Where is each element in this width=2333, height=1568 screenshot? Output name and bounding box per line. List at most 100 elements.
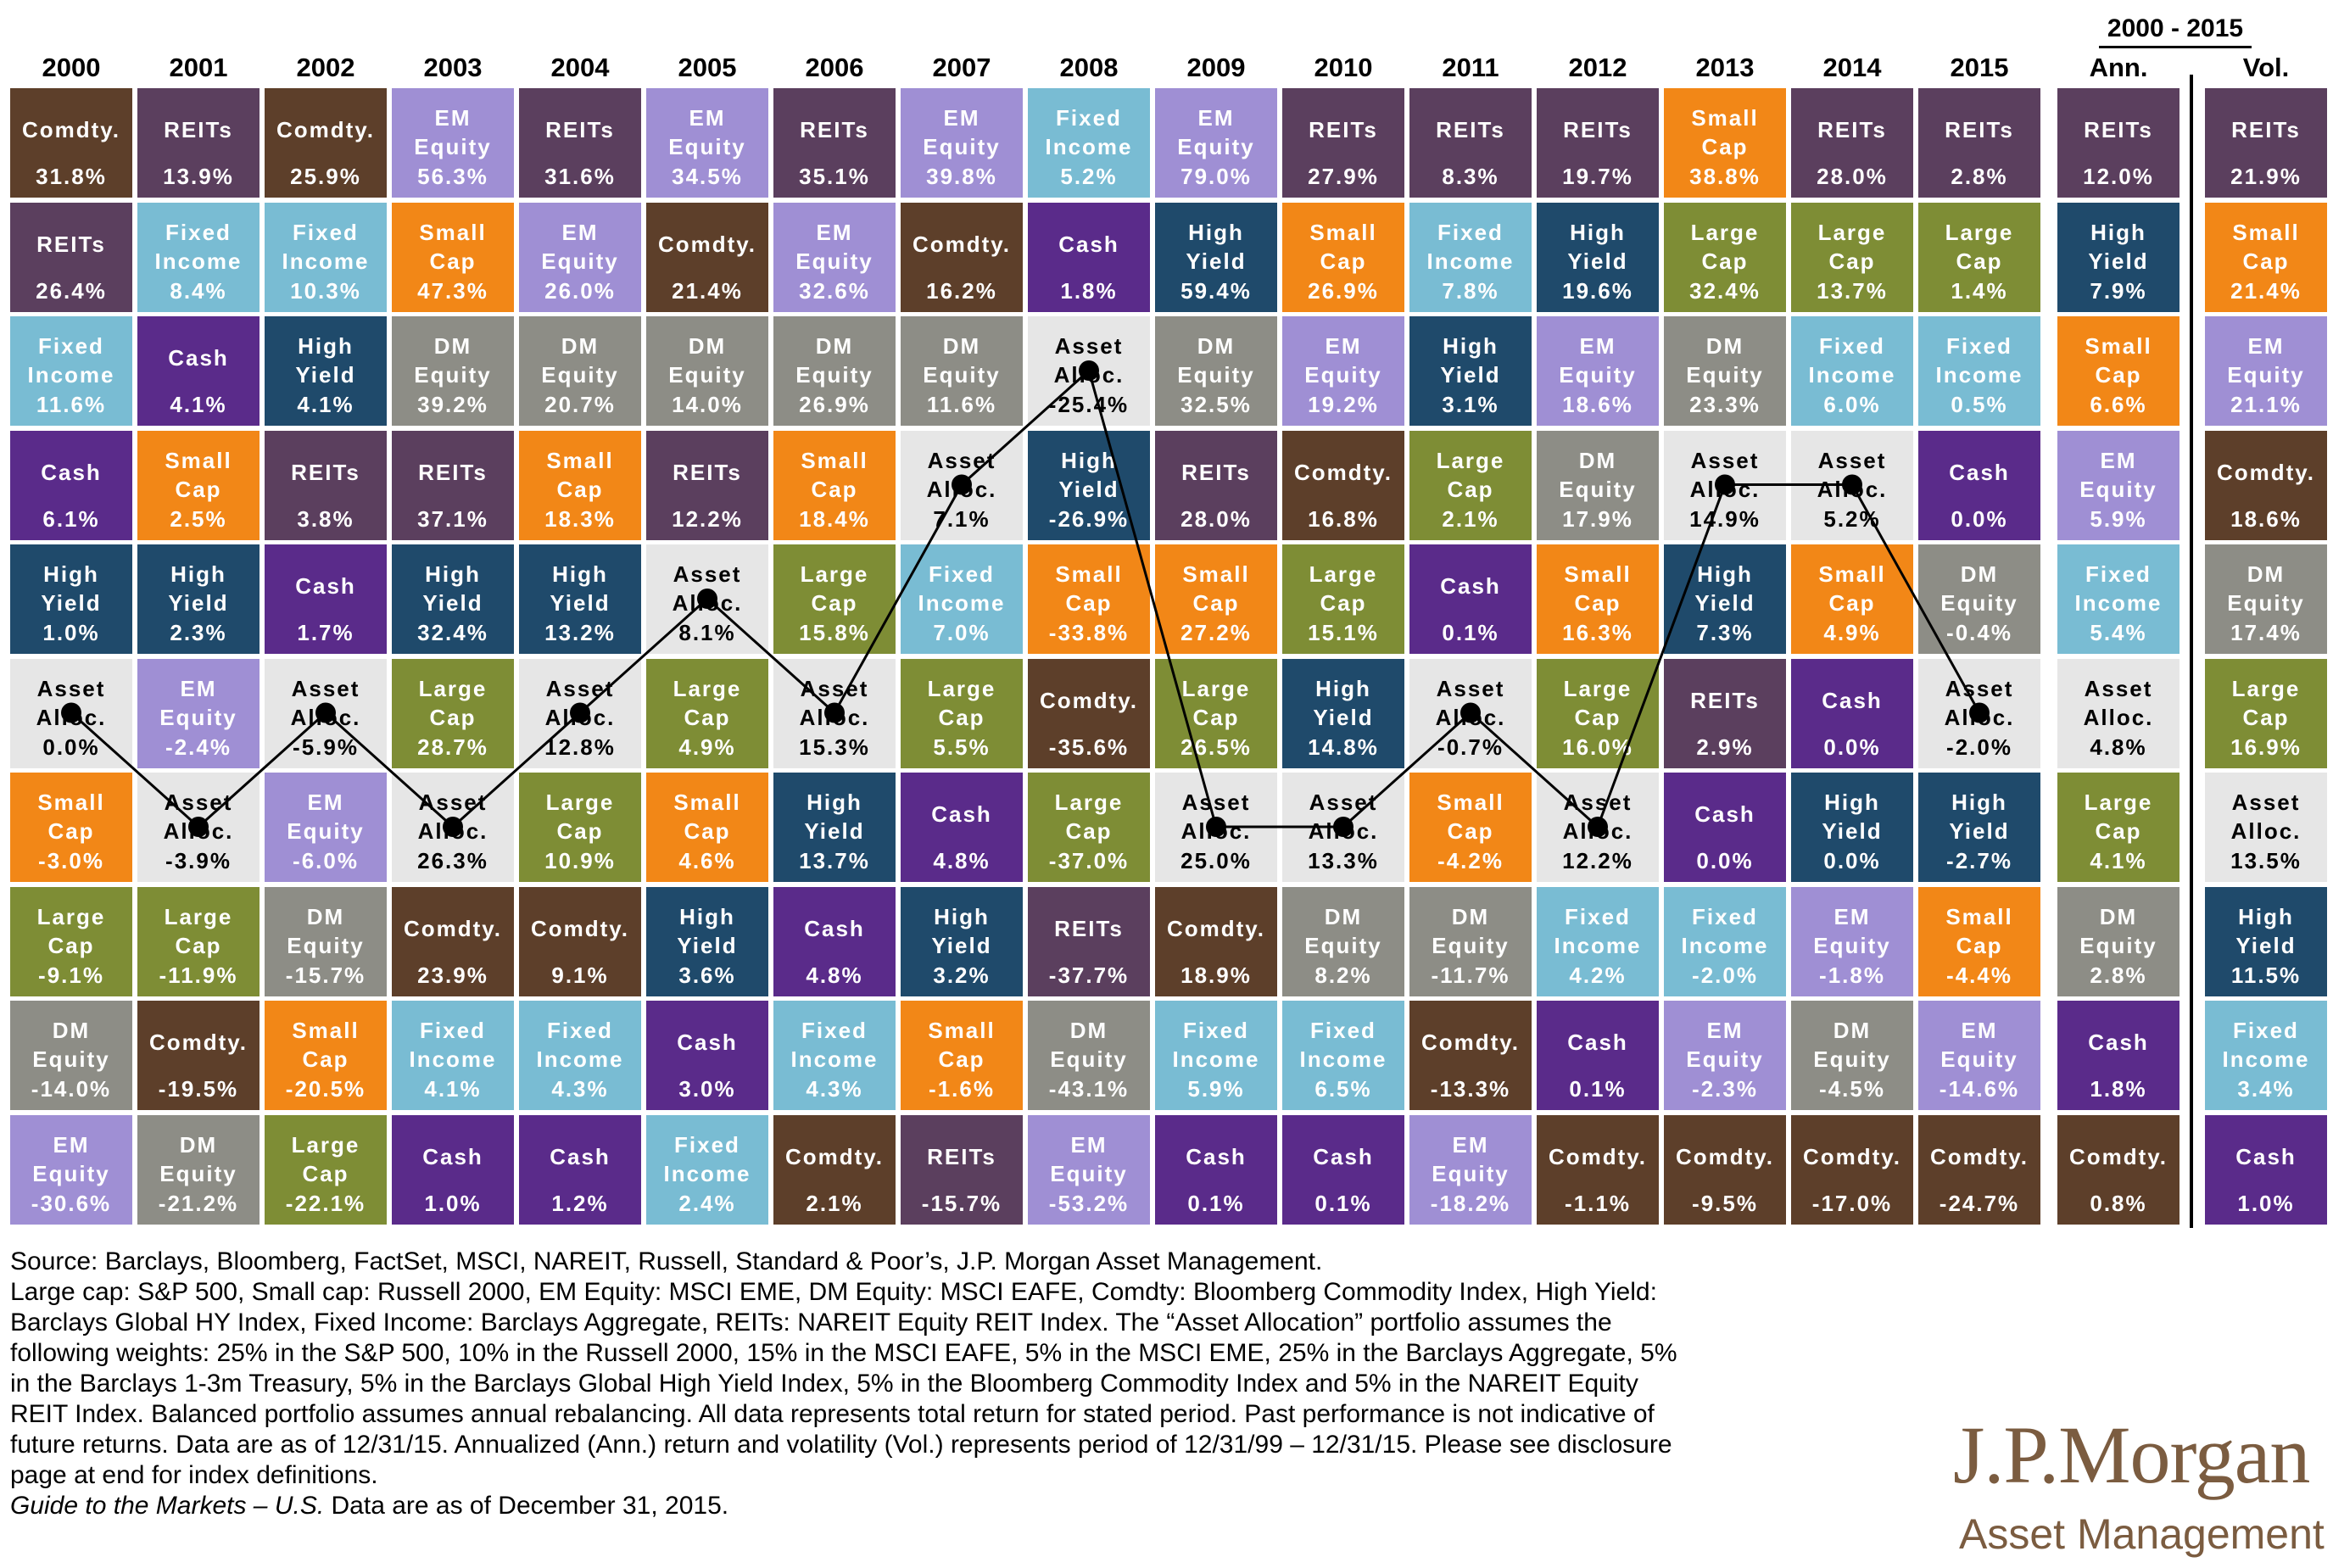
tile-value: 1.0% bbox=[42, 620, 100, 645]
tile-value: 18.3% bbox=[544, 505, 616, 532]
tile-label: EM Equity bbox=[923, 105, 1001, 159]
tile-high-2007: High Yield 3.2% bbox=[901, 886, 1023, 996]
tile-large-2007: Large Cap 5.5% bbox=[901, 658, 1023, 768]
tile-value: 0.8% bbox=[2090, 1190, 2147, 1216]
tile-label: Cash bbox=[2088, 1030, 2149, 1055]
tile-high-2003: High Yield 32.4% bbox=[392, 544, 514, 654]
tile-dm-vol: DM Equity 17.4% bbox=[2205, 544, 2327, 654]
tile-small-2009: Small Cap 27.2% bbox=[1155, 544, 1277, 654]
tile-label: Comdty. bbox=[1420, 1030, 1521, 1055]
tile-label: EM Equity bbox=[2079, 447, 2157, 502]
tile-fixed-2001: Fixed Income 8.4% bbox=[137, 202, 260, 312]
tile-asset-2004: Asset Alloc. 12.8% bbox=[519, 658, 641, 768]
tile-value: 25.0% bbox=[1180, 848, 1252, 873]
tile-value: 13.9% bbox=[163, 164, 234, 189]
tile-cash-2013: Cash 0.0% bbox=[1664, 773, 1786, 882]
tile-label: Small Cap bbox=[1182, 561, 1250, 616]
tile-label: REITs bbox=[927, 1143, 996, 1169]
tile-value: 4.3% bbox=[806, 1076, 863, 1102]
tile-value: 7.9% bbox=[2090, 277, 2147, 304]
tile-value: 21.1% bbox=[2230, 392, 2302, 417]
year-header-2014: 2014 bbox=[1822, 53, 1882, 82]
tile-value: 6.5% bbox=[1314, 1076, 1372, 1102]
tile-em-2000: EM Equity -30.6% bbox=[10, 1114, 132, 1225]
tile-comdty-2002: Comdty. 25.9% bbox=[265, 88, 387, 198]
tile-comdty-vol: Comdty. 18.6% bbox=[2205, 430, 2327, 540]
tile-value: -35.6% bbox=[1048, 734, 1130, 760]
tile-label: Asset Alloc. bbox=[672, 561, 743, 616]
tile-label: REITs bbox=[1690, 687, 1760, 713]
tile-label: Large Cap bbox=[673, 675, 742, 730]
tile-label: Large Cap bbox=[800, 561, 869, 616]
tile-value: 19.6% bbox=[1562, 277, 1633, 304]
tile-value: 8.2% bbox=[1314, 962, 1372, 988]
jpmorgan-logo: J.P.Morgan bbox=[1953, 1409, 2310, 1500]
tile-em-vol: EM Equity 21.1% bbox=[2205, 316, 2327, 426]
tile-value: 3.8% bbox=[297, 505, 354, 532]
tile-label: REITs bbox=[1181, 459, 1251, 485]
tile-value: 6.1% bbox=[42, 505, 100, 532]
tile-value: 32.5% bbox=[1180, 392, 1252, 417]
tile-label: Small Cap bbox=[1564, 561, 1632, 616]
tile-dm-2013: DM Equity 23.3% bbox=[1664, 316, 1786, 426]
tile-small-2003: Small Cap 47.3% bbox=[392, 202, 514, 312]
tile-value: -4.2% bbox=[1437, 848, 1504, 873]
tile-value: 5.5% bbox=[933, 734, 991, 760]
tile-value: -1.1% bbox=[1565, 1190, 1631, 1216]
tile-value: 0.1% bbox=[1442, 620, 1499, 645]
tile-value: 14.8% bbox=[1308, 734, 1379, 760]
tile-comdty-2000: Comdty. 31.8% bbox=[10, 88, 132, 198]
tile-fixed-2010: Fixed Income 6.5% bbox=[1282, 1001, 1404, 1110]
tile-label: Comdty. bbox=[2068, 1143, 2168, 1169]
tile-label: EM Equity bbox=[1813, 903, 1891, 958]
tile-value: 0.5% bbox=[1951, 392, 2008, 417]
tile-label: EM Equity bbox=[1177, 105, 1255, 159]
tile-cash-2004: Cash 1.2% bbox=[519, 1114, 641, 1225]
tile-value: -11.9% bbox=[159, 962, 238, 988]
tile-cash-2005: Cash 3.0% bbox=[646, 1001, 768, 1110]
tile-value: 2.1% bbox=[806, 1190, 863, 1216]
tile-label: Small Cap bbox=[1309, 219, 1377, 274]
tile-cash-2010: Cash 0.1% bbox=[1282, 1114, 1404, 1225]
tile-label: EM Equity bbox=[795, 219, 873, 274]
tile-label: Comdty. bbox=[1675, 1143, 1775, 1169]
tile-large-2000: Large Cap -9.1% bbox=[10, 886, 132, 996]
tile-label: EM Equity bbox=[32, 1131, 110, 1186]
tile-label: Large Cap bbox=[291, 1131, 360, 1186]
tile-high-2011: High Yield 3.1% bbox=[1409, 316, 1532, 426]
tile-value: 15.8% bbox=[799, 620, 870, 645]
year-header-2013: 2013 bbox=[1695, 53, 1755, 82]
tile-label: EM Equity bbox=[1686, 1018, 1764, 1072]
year-header-2003: 2003 bbox=[423, 53, 483, 82]
tile-comdty-2003: Comdty. 23.9% bbox=[392, 886, 514, 996]
tile-value: 26.0% bbox=[544, 277, 616, 304]
tile-value: -1.8% bbox=[1819, 962, 1885, 988]
tile-label: DM Equity bbox=[795, 333, 873, 388]
year-header-2010: 2010 bbox=[1314, 53, 1373, 82]
tile-value: 0.1% bbox=[1569, 1076, 1627, 1102]
tile-label: DM Equity bbox=[2079, 903, 2157, 958]
tile-label: Comdty. bbox=[1548, 1143, 1648, 1169]
tile-small-2002: Small Cap -20.5% bbox=[265, 1001, 387, 1110]
tile-value: 2.8% bbox=[1951, 164, 2008, 189]
tile-label: Large Cap bbox=[1690, 219, 1760, 274]
tile-comdty-2015: Comdty. -24.7% bbox=[1918, 1114, 2040, 1225]
tile-dm-2012: DM Equity 17.9% bbox=[1537, 430, 1659, 540]
tile-value: 18.4% bbox=[799, 505, 870, 532]
tile-value: 2.8% bbox=[2090, 962, 2147, 988]
tile-value: 4.1% bbox=[170, 392, 227, 417]
tile-label: High Yield bbox=[422, 561, 483, 616]
tile-large-2011: Large Cap 2.1% bbox=[1409, 430, 1532, 540]
tile-value: 4.3% bbox=[551, 1076, 609, 1102]
tile-value: 7.0% bbox=[933, 620, 991, 645]
tile-label: EM Equity bbox=[541, 219, 619, 274]
tile-label: High Yield bbox=[1949, 790, 2010, 844]
tile-label: Fixed Income bbox=[1045, 105, 1133, 159]
year-header-2015: 2015 bbox=[1950, 53, 2009, 82]
tile-value: 26.9% bbox=[1308, 277, 1379, 304]
tile-reits-vol: REITs 21.9% bbox=[2205, 88, 2327, 198]
tile-label: Comdty. bbox=[1039, 687, 1139, 713]
tile-dm-2005: DM Equity 14.0% bbox=[646, 316, 768, 426]
tile-value: 15.1% bbox=[1308, 620, 1379, 645]
guide-line: Guide to the Markets – U.S. Data are as … bbox=[10, 1491, 1927, 1521]
